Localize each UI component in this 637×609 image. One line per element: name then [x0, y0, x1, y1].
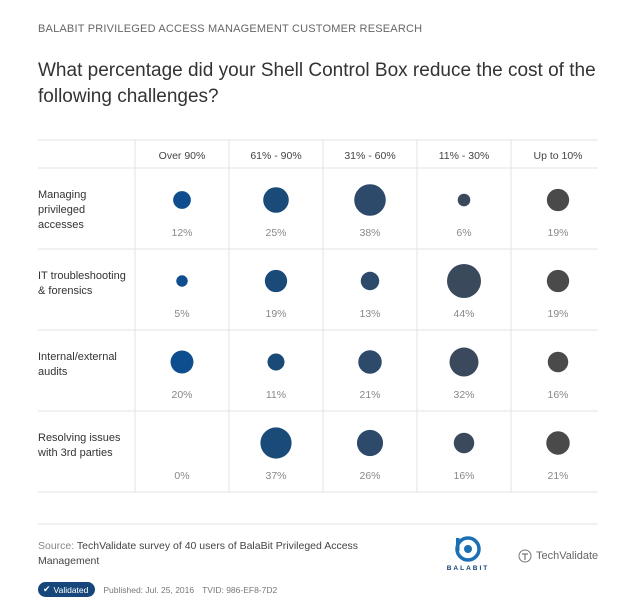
balabit-wordmark: BALABIT [447, 565, 490, 572]
source-text: TechValidate survey of 40 users of BalaB… [38, 540, 359, 567]
value-label: 0% [174, 470, 189, 482]
bubble [358, 350, 382, 374]
source-label: Source: [38, 540, 75, 552]
row-label: Managing [38, 189, 86, 201]
techvalidate-logo: TechValidate [518, 549, 598, 563]
row-label: Resolving issues [38, 432, 121, 444]
tvid: TVID: 986-EF8-7D2 [202, 584, 278, 595]
value-label: 11% [266, 389, 286, 401]
bubble [176, 275, 188, 287]
value-label: 25% [265, 227, 286, 239]
column-header: Up to 10% [533, 150, 582, 162]
value-label: 32% [453, 389, 474, 401]
value-label: 16% [547, 389, 568, 401]
value-label: 5% [174, 308, 189, 320]
footer-meta: ✔ Validated Published: Jul. 25, 2016 TVI… [38, 582, 277, 597]
techvalidate-wordmark: TechValidate [536, 550, 599, 562]
value-label: 20% [171, 389, 192, 401]
report-kicker: BALABIT PRIVILEGED ACCESS MANAGEMENT CUS… [38, 23, 423, 35]
bubble [453, 432, 475, 454]
row-label: audits [38, 366, 68, 378]
validated-badge: ✔ Validated [38, 582, 96, 597]
bubble [264, 269, 288, 293]
value-label: 19% [265, 308, 286, 320]
published-date: Published: Jul. 25, 2016 [103, 584, 195, 595]
chart-title: What percentage did your Shell Control B… [38, 60, 596, 107]
bubble [457, 193, 471, 207]
row-label: Internal/external [38, 351, 117, 363]
bubble [546, 269, 570, 293]
row-label: IT troubleshooting [38, 270, 126, 282]
bubble [449, 347, 479, 377]
value-label: 6% [456, 227, 471, 239]
value-label: 16% [453, 470, 474, 482]
bubble [354, 184, 386, 216]
value-label: 19% [547, 308, 568, 320]
column-header: 61% - 90% [250, 150, 301, 162]
balabit-logo: BALABIT [447, 536, 490, 572]
row-label: & forensics [38, 285, 93, 297]
column-header: 31% - 60% [344, 150, 395, 162]
row-label: accesses [38, 219, 84, 231]
bubble [547, 351, 569, 373]
value-label: 26% [359, 470, 380, 482]
bubble [263, 187, 289, 213]
bubble-matrix-chart: Over 90% 61% - 90% 31% - 60% 11% - 30% Up to… [37, 139, 598, 525]
value-label: 19% [547, 227, 568, 239]
column-header: 11% - 30% [439, 150, 490, 162]
source-note: Source: TechValidate survey of 40 users … [38, 539, 418, 569]
bubble [447, 264, 481, 298]
value-label: 38% [359, 227, 380, 239]
bubble [260, 427, 292, 459]
bubble [170, 350, 194, 374]
value-label: 21% [547, 470, 568, 482]
column-header: Over 90% [159, 150, 206, 162]
bubble [267, 353, 285, 371]
row-label: with 3rd parties [37, 447, 113, 459]
row-label: privileged [38, 204, 85, 216]
bubble [360, 271, 380, 291]
value-label: 44% [453, 308, 474, 320]
value-label: 13% [359, 308, 380, 320]
techvalidate-icon [518, 549, 532, 563]
bubble [546, 431, 570, 455]
value-label: 12% [171, 227, 192, 239]
bubble [356, 429, 384, 457]
bubble [173, 191, 191, 209]
check-icon: ✔ [43, 584, 51, 594]
value-label: 21% [359, 389, 380, 401]
bubble [546, 188, 570, 212]
validated-label: Validated [53, 584, 89, 595]
value-label: 37% [265, 470, 286, 482]
